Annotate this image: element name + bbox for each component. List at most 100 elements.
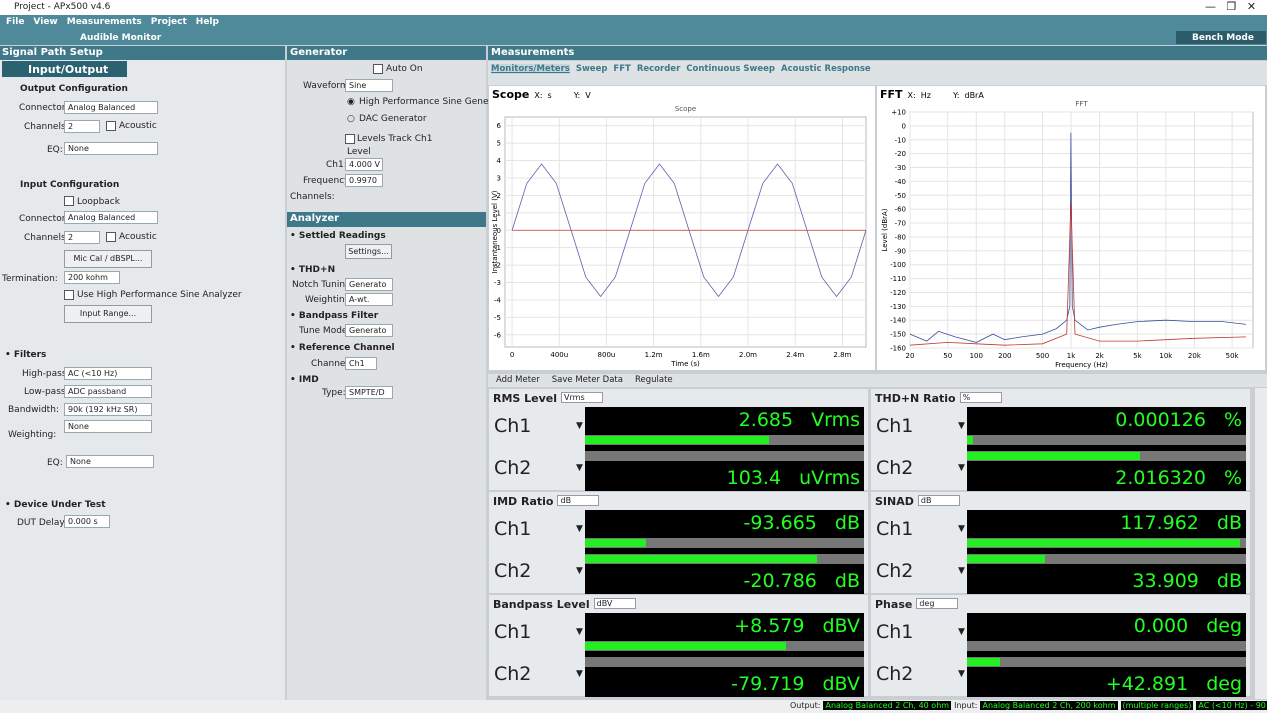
meter-track	[585, 657, 864, 667]
label: Weighting:	[8, 430, 57, 440]
channel-menu[interactable]: ▼	[576, 524, 583, 534]
menu-item[interactable]: Project	[150, 17, 187, 27]
spinner[interactable]: 2	[64, 231, 100, 244]
button[interactable]: Mic Cal / dBSPL...	[64, 250, 152, 268]
unit-dropdown[interactable]: dBV	[593, 598, 636, 609]
step-dropdown[interactable]	[2, 61, 127, 77]
y-tick-label: -40	[895, 178, 906, 186]
spinner[interactable]: 0.9970	[345, 174, 383, 187]
unit-dropdown[interactable]: Vrms	[561, 392, 604, 403]
button[interactable]: Input Range...	[64, 305, 152, 323]
toolbar	[0, 31, 1267, 45]
channel-menu[interactable]: ▼	[958, 421, 965, 431]
y-tick-label: -100	[890, 261, 906, 269]
tab[interactable]: Continuous Sweep	[686, 64, 775, 74]
y-tick-label: 2	[497, 192, 501, 200]
axis-selector-label: X:	[534, 91, 542, 100]
audible-monitor[interactable]: Audible Monitor	[80, 33, 162, 43]
bench-mode-box[interactable]	[1176, 31, 1266, 44]
channel-menu[interactable]: ▼	[958, 524, 965, 534]
trace	[909, 132, 1247, 343]
channel-menu[interactable]: ▼	[958, 566, 965, 576]
dropdown[interactable]: Generato	[345, 278, 393, 291]
button[interactable]: Settings...	[345, 244, 392, 259]
label: Use High Performance Sine Analyzer	[77, 290, 242, 300]
y-tick-label: -160	[890, 345, 906, 353]
checkbox[interactable]	[106, 121, 116, 131]
meter-unit: dBV	[822, 615, 860, 637]
channel-menu[interactable]: ▼	[576, 669, 583, 679]
unit-dropdown[interactable]: dB	[917, 495, 960, 506]
y-tick-label: 0	[497, 227, 501, 235]
unit-dropdown[interactable]: deg	[916, 598, 959, 609]
dropdown[interactable]: None	[64, 142, 158, 155]
meter-title: SINAD	[875, 495, 914, 508]
textbox[interactable]: None	[66, 455, 154, 468]
menu-item[interactable]: File	[6, 17, 25, 27]
meter: Bandpass Level dBV Ch1 ▼ dBV +8.579 Ch2 ▼ dBV -79…	[489, 595, 868, 697]
checkbox[interactable]	[345, 134, 355, 144]
spinner[interactable]: 4.000 V	[345, 158, 383, 171]
bench-mode[interactable]: Bench Mode	[1192, 33, 1254, 43]
dropdown[interactable]: Sine	[345, 79, 393, 92]
dropdown[interactable]: None	[64, 420, 152, 433]
dropdown[interactable]: Analog Balanced	[64, 211, 158, 224]
dropdown[interactable]: ADC passband	[64, 385, 152, 398]
label: Connector:	[19, 103, 69, 113]
unit-dropdown[interactable]: %	[959, 392, 1002, 403]
channel-name: Ch2	[494, 663, 532, 685]
dropdown[interactable]: Analog Balanced	[64, 101, 158, 114]
x-tick-label: 50	[943, 352, 952, 360]
label: Bandwidth:	[8, 405, 59, 415]
channel-menu[interactable]: ▼	[576, 463, 583, 473]
tab[interactable]: Monitors/Meters	[491, 64, 570, 74]
checkbox[interactable]	[64, 196, 74, 206]
meter-bar	[967, 539, 1241, 547]
meter-unit: deg	[1206, 673, 1242, 695]
toolbar-button[interactable]: Save Meter Data	[551, 375, 623, 385]
menu-item[interactable]: Measurements	[66, 17, 142, 27]
y-tick-label: -10	[895, 136, 906, 144]
scrollbar[interactable]	[1255, 388, 1267, 699]
spinner[interactable]: 2	[64, 120, 100, 133]
tab[interactable]: FFT	[613, 64, 631, 74]
dropdown[interactable]: AC (<10 Hz)	[64, 367, 152, 380]
unit-dropdown[interactable]: dB	[557, 495, 600, 506]
x-tick-label: 200	[998, 352, 1011, 360]
textbox[interactable]: 0.000 s	[64, 515, 110, 528]
dropdown[interactable]: Ch1	[345, 357, 377, 370]
radio[interactable]: ◉	[347, 97, 355, 107]
channel-menu[interactable]: ▼	[958, 627, 965, 637]
tab[interactable]: Recorder	[636, 64, 681, 74]
channel-menu[interactable]: ▼	[576, 566, 583, 576]
y-tick-label: -6	[494, 331, 502, 339]
menu-item[interactable]: Help	[195, 17, 219, 27]
dropdown[interactable]: 90k (192 kHz SR)	[64, 403, 152, 416]
channel-menu[interactable]: ▼	[958, 669, 965, 679]
y-tick-label: -140	[890, 317, 906, 325]
dropdown[interactable]: Generato	[345, 324, 393, 337]
radio[interactable]: ○	[347, 114, 355, 124]
toolbar-button[interactable]: Add Meter	[496, 375, 540, 385]
tab[interactable]: Acoustic Response	[780, 64, 871, 74]
channel-menu[interactable]: ▼	[576, 421, 583, 431]
step-name[interactable]: Input/Output	[28, 63, 109, 76]
unit-dropdown: dBrA	[964, 91, 984, 100]
dropdown[interactable]: 200 kohm	[64, 271, 120, 284]
meter-value: 0.000126	[1115, 409, 1206, 431]
dropdown[interactable]: SMPTE/D	[345, 386, 393, 399]
checkbox[interactable]	[373, 64, 383, 74]
meter-track	[967, 657, 1246, 667]
tab[interactable]: Sweep	[575, 64, 608, 74]
checkbox[interactable]	[106, 232, 116, 242]
menu-item[interactable]: View	[33, 17, 58, 27]
channel-menu[interactable]: ▼	[958, 463, 965, 473]
checkbox[interactable]	[64, 290, 74, 300]
meter-display: % 2.016320	[967, 449, 1246, 491]
toolbar-button[interactable]: Regulate	[634, 375, 673, 385]
dropdown[interactable]: A-wt.	[345, 293, 393, 306]
label: Channels:	[24, 233, 69, 243]
window-controls[interactable]: — ❐ ✕	[1205, 0, 1257, 13]
channel-name: Ch2	[876, 560, 914, 582]
channel-menu[interactable]: ▼	[576, 627, 583, 637]
